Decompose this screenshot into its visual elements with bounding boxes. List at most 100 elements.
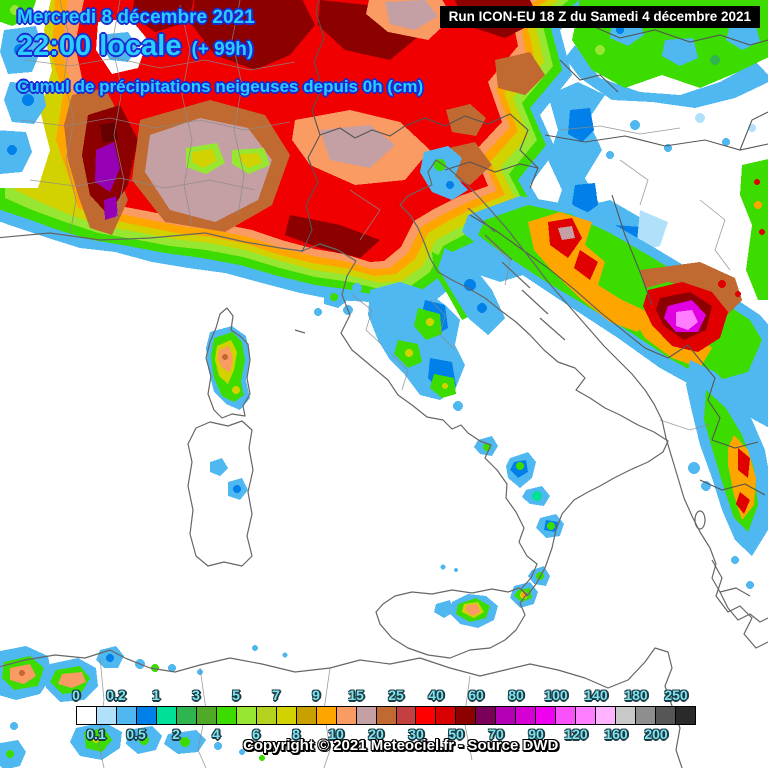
border-line	[323, 667, 331, 768]
coast-elba	[294, 329, 306, 334]
precip-spot	[197, 669, 203, 675]
border-line	[59, 0, 77, 236]
map-subtitle: Cumul de précipitations neigeuses depuis…	[17, 77, 424, 96]
precip-spot	[606, 151, 614, 159]
precip-spot	[731, 556, 739, 564]
national-borders	[301, 0, 768, 496]
border-line	[509, 113, 539, 189]
precip-spot	[214, 742, 222, 750]
precip-contour	[132, 0, 194, 32]
precip-spot	[558, 226, 575, 240]
coast-corsica	[205, 307, 251, 419]
precip-spot	[252, 645, 258, 651]
border-line	[404, 113, 511, 127]
border-line	[391, 354, 409, 391]
precip-contour	[676, 310, 698, 330]
precip-spot	[446, 181, 454, 189]
border-line	[444, 161, 539, 173]
precip-spot	[726, 22, 760, 50]
coast-sardinia	[187, 420, 254, 567]
precip-spot	[420, 146, 468, 200]
border-line	[589, 24, 768, 46]
precip-spot	[735, 291, 741, 297]
border-line	[711, 439, 759, 449]
border-line	[699, 479, 766, 496]
admin-borders	[19, 0, 731, 768]
precip-spot	[662, 38, 698, 66]
border-line	[611, 194, 653, 306]
precip-spot	[232, 386, 240, 394]
precip-spot	[405, 349, 413, 357]
border-line	[559, 59, 619, 93]
precip-spot	[7, 145, 17, 155]
border-line	[19, 117, 291, 131]
precip-contour	[495, 52, 545, 95]
precip-spot	[10, 722, 18, 730]
precip-spot	[233, 485, 241, 493]
precip-spot	[695, 113, 705, 123]
precip-spot	[239, 749, 245, 755]
precip-contour	[465, 604, 481, 616]
border-line	[699, 359, 721, 441]
precip-spot	[14, 44, 26, 56]
border-line	[111, 0, 125, 221]
precip-spot	[759, 229, 765, 235]
precip-spot	[314, 308, 322, 316]
forecast-date: Mercredi 8 décembre 2021	[17, 7, 255, 28]
precip-contour	[320, 125, 395, 168]
precip-spot	[516, 462, 524, 470]
precip-spot	[352, 283, 362, 293]
border-line	[24, 57, 296, 71]
precip-spot	[453, 401, 463, 411]
border-line	[319, 125, 406, 139]
precip-contour	[104, 196, 118, 220]
border-line	[489, 239, 511, 286]
precip-spot	[168, 664, 176, 672]
precip-spot	[630, 120, 640, 130]
precip-spot	[10, 5, 20, 15]
precip-contour	[740, 159, 768, 300]
precip-spot	[259, 755, 265, 761]
precip-contour	[446, 104, 486, 136]
precip-spot	[738, 448, 750, 478]
precip-contour	[100, 122, 118, 143]
precip-spot	[139, 735, 149, 745]
coast-africa	[0, 647, 683, 768]
coast-corfu	[694, 510, 706, 530]
border-line	[429, 299, 456, 351]
precip-spot	[282, 652, 288, 658]
precip-contour	[728, 435, 756, 520]
precip-spot	[688, 462, 700, 474]
coast-istria	[427, 159, 768, 623]
precip-spot	[710, 55, 720, 65]
forecast-time: 22:00 locale	[17, 30, 182, 62]
precip-spot	[93, 737, 99, 743]
precip-spot	[19, 670, 25, 676]
precip-contour	[192, 0, 315, 70]
precip-contour	[285, 215, 380, 258]
forecast-offset: (+ 99h)	[191, 39, 254, 60]
precip-spot	[718, 280, 726, 288]
precip-spot	[454, 568, 458, 572]
coastlines	[0, 159, 768, 768]
precip-spot	[330, 293, 338, 301]
precip-spot	[210, 458, 228, 476]
precip-contour	[565, 45, 768, 108]
run-info-badge: Run ICON-EU 18 Z du Samedi 4 décembre 20…	[439, 6, 760, 28]
precip-spot	[572, 183, 598, 215]
precip-spot	[113, 41, 123, 51]
coast-sicily	[375, 587, 528, 659]
border-line	[197, 667, 207, 768]
coast-italy	[0, 184, 669, 597]
border-line	[619, 159, 649, 206]
precip-contour	[438, 248, 505, 335]
precip-contour	[240, 153, 262, 168]
precip-spot	[440, 564, 446, 570]
header-overlay: Mercredi 8 décembre 2021 22:00 locale (+ …	[17, 7, 423, 97]
border-line	[739, 111, 768, 151]
precip-spot	[532, 491, 542, 501]
precip-spot	[6, 750, 14, 758]
precip-spot	[547, 522, 555, 530]
